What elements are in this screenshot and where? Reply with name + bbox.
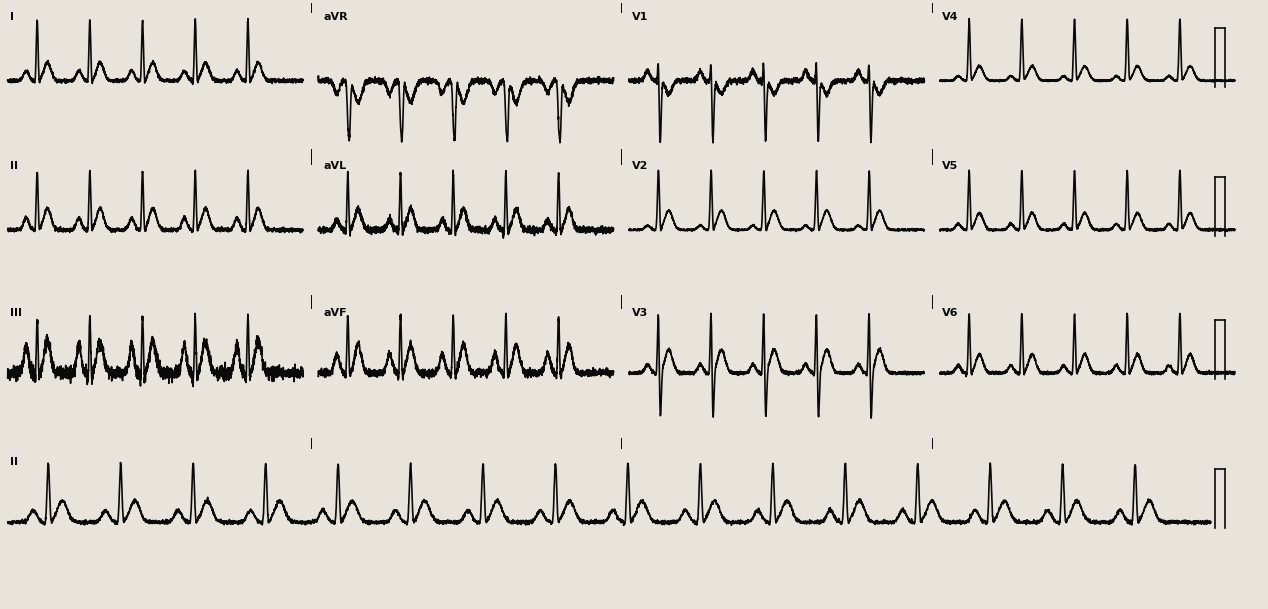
Text: I: I: [10, 12, 14, 22]
Text: V2: V2: [631, 161, 648, 171]
Text: V4: V4: [942, 12, 959, 22]
Text: V3: V3: [631, 308, 648, 317]
Text: II: II: [10, 457, 18, 466]
Text: aVF: aVF: [323, 308, 347, 317]
Text: aVL: aVL: [323, 161, 346, 171]
Text: V5: V5: [942, 161, 959, 171]
Text: II: II: [10, 161, 18, 171]
Text: aVR: aVR: [323, 12, 347, 22]
Text: V1: V1: [631, 12, 648, 22]
Text: V6: V6: [942, 308, 959, 317]
Text: III: III: [10, 308, 22, 317]
